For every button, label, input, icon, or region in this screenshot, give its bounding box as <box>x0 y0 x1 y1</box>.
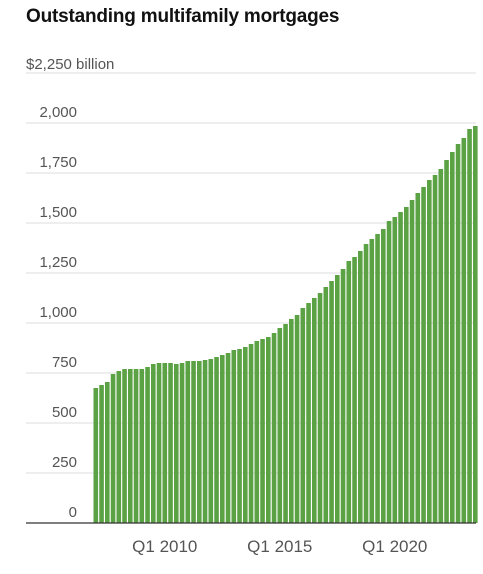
bar <box>266 337 271 523</box>
bar <box>237 349 242 523</box>
bar <box>386 221 392 523</box>
bar <box>179 363 185 523</box>
y-tick-label: 1,500 <box>39 204 77 221</box>
bar <box>208 359 214 523</box>
bar <box>139 369 145 523</box>
bar <box>438 169 444 523</box>
bar <box>231 350 237 523</box>
bar <box>105 382 110 523</box>
y-axis-unit-label: $2,250 billion <box>26 56 114 73</box>
bar <box>162 363 168 523</box>
bar <box>455 144 461 523</box>
bar <box>312 298 317 523</box>
x-tick-label: Q1 2020 <box>362 537 427 556</box>
bar <box>110 374 116 523</box>
bar <box>323 287 329 523</box>
bar <box>202 360 208 523</box>
bar <box>151 364 156 523</box>
bar <box>168 363 173 523</box>
bar <box>214 357 219 523</box>
bar <box>415 193 421 523</box>
bar <box>335 275 340 523</box>
bar <box>254 341 260 523</box>
bar <box>271 333 277 523</box>
bar <box>116 371 122 523</box>
bar <box>283 324 288 523</box>
chart-title: Outstanding multifamily mortgages <box>26 6 340 27</box>
y-axis-labels: 0 250 500 750 1,000 1,250 1,500 1,750 2,000 <box>39 104 77 521</box>
bar <box>404 207 409 523</box>
y-tick-label: 2,000 <box>39 104 77 121</box>
bar <box>473 126 478 523</box>
bar <box>294 315 300 523</box>
bar <box>467 129 472 523</box>
bar <box>93 388 99 523</box>
y-tick-label: 1,750 <box>39 154 77 171</box>
bar <box>191 361 196 523</box>
bar <box>243 347 248 523</box>
bar <box>421 187 426 523</box>
bar <box>363 244 369 523</box>
bar <box>352 257 357 523</box>
bar <box>358 251 363 523</box>
bar <box>300 308 306 523</box>
bar <box>392 217 398 523</box>
bar-series <box>93 126 478 523</box>
bar <box>381 229 386 523</box>
x-tick-label: Q1 2015 <box>247 537 312 556</box>
bar <box>289 319 294 523</box>
bar <box>461 138 467 523</box>
bar <box>409 200 415 523</box>
y-tick-label: 500 <box>52 404 77 421</box>
bar <box>156 363 162 523</box>
bar <box>317 293 323 523</box>
bar <box>248 344 254 523</box>
y-tick-label: 1,000 <box>39 304 77 321</box>
bar <box>133 369 139 523</box>
bar <box>145 367 150 523</box>
bar <box>398 212 403 523</box>
bar <box>225 353 231 523</box>
y-tick-label: 0 <box>69 504 77 521</box>
bar <box>375 234 380 523</box>
x-tick-label: Q1 2010 <box>132 537 197 556</box>
bar <box>432 175 438 523</box>
bar <box>185 361 191 523</box>
bar <box>260 339 265 523</box>
bar <box>99 385 104 523</box>
bar <box>220 355 225 523</box>
bar <box>450 152 455 523</box>
y-tick-label: 1,250 <box>39 254 77 271</box>
bar <box>306 303 311 523</box>
bar <box>122 369 127 523</box>
x-axis-labels: Q1 2010 Q1 2015 Q1 2020 <box>132 537 427 556</box>
bar <box>174 364 179 523</box>
bar <box>340 269 346 523</box>
bar <box>329 281 334 523</box>
y-tick-label: 250 <box>52 454 77 471</box>
bar <box>277 328 283 523</box>
bar <box>369 239 375 523</box>
bar <box>197 361 202 523</box>
bar <box>346 261 352 523</box>
bar <box>444 160 449 523</box>
y-tick-label: 750 <box>52 354 77 371</box>
bar <box>128 369 133 523</box>
bar <box>427 180 432 523</box>
